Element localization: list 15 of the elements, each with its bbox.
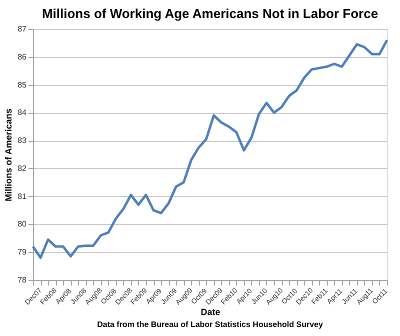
y-tick-label: 84 [18, 108, 28, 118]
line-series [32, 38, 388, 259]
y-tick-label: 86 [18, 52, 28, 62]
y-tick-label: 85 [18, 80, 28, 90]
y-tick-label: 87 [18, 24, 28, 34]
y-tick-label: 78 [18, 276, 28, 284]
y-tick-label: 83 [18, 136, 28, 146]
chart-title: Millions of Working Age Americans Not in Labor Force [42, 6, 378, 21]
y-tick-label: 80 [18, 220, 28, 229]
x-axis-title: Date [200, 306, 220, 317]
text: Data from the Bureau of Labor Statistics Household Survey [97, 320, 324, 329]
y-tick-label: 81 [18, 192, 28, 201]
y-tick-label: 79 [18, 248, 28, 257]
y-axis-title: Millions of Americans [4, 108, 14, 202]
y-tick-label: 82 [18, 164, 28, 173]
